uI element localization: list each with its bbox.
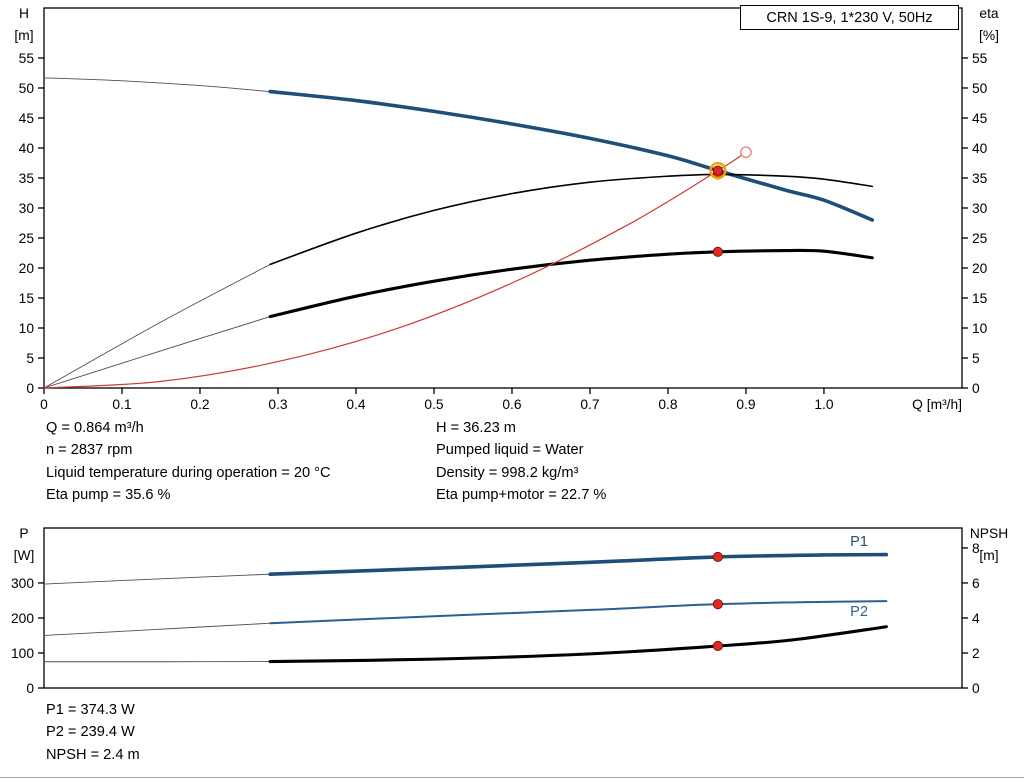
- duty-info-left: Q = 0.864 m³/h n = 2837 rpm Liquid tempe…: [46, 417, 331, 506]
- info-line-npsh: NPSH = 2.4 m: [46, 746, 140, 763]
- p2-curve: [269, 600, 888, 625]
- axis-tick-label: 25: [972, 231, 988, 246]
- axis-tick-label: 15: [972, 291, 988, 306]
- curve-label-p2: P2: [850, 604, 868, 620]
- info-line-eta-pump: Eta pump = 35.6 %: [46, 486, 171, 503]
- axis-tick-label: 0.5: [424, 397, 444, 412]
- eta-pump-motor-point: [712, 246, 723, 257]
- eta-pump-curve-extension: [43, 263, 271, 389]
- info-line-p2: P2 = 239.4 W: [46, 724, 135, 741]
- power-npsh-chart-frame: [43, 527, 963, 689]
- power-npsh-info: P1 = 374.3 W P2 = 239.4 W NPSH = 2.4 m: [46, 699, 140, 766]
- info-line-pumped-liquid: Pumped liquid = Water: [436, 442, 584, 459]
- axis-tick-label: 10: [19, 321, 35, 336]
- axis-tick-label: 200: [11, 611, 34, 626]
- axis-tick-label: 0.7: [580, 397, 599, 412]
- eta-pump-curve: [269, 173, 874, 266]
- power-npsh-chart: 0 100 200 300 0 2 4 6 8 P [W] NPSH [m] P1 P2: [11, 526, 1008, 696]
- axis-tick-label: 45: [972, 111, 988, 126]
- axis-tick-label: 1.0: [814, 397, 834, 412]
- qh-eta-chart-frame: [43, 7, 963, 389]
- y-left-axis-unit-label: [m]: [14, 28, 33, 43]
- y-right-axis-unit-label: NPSH: [970, 526, 1008, 541]
- axis-tick-label: 30: [972, 201, 988, 216]
- axis-tick-label: 8: [972, 541, 980, 556]
- axis-tick-label: 35: [972, 171, 988, 186]
- y-right-axis-unit-label: [m]: [979, 548, 998, 563]
- duty-point: [712, 165, 723, 176]
- page-bottom-divider: [0, 777, 1024, 778]
- axis-tick-label: 50: [19, 81, 35, 96]
- axis-tick-label: 0.1: [112, 397, 131, 412]
- axis-tick-label: 20: [972, 261, 988, 276]
- info-line-head: H = 36.23 m: [436, 420, 516, 436]
- axis-tick-label: 6: [972, 576, 980, 591]
- system-curve: [43, 151, 747, 389]
- info-line-q: Q = 0.864 m³/h: [46, 420, 144, 436]
- axis-tick-label: 0.9: [736, 397, 756, 412]
- axis-tick-label: 0: [26, 381, 34, 396]
- pump-model-title: CRN 1S-9, 1*230 V, 50Hz: [740, 5, 959, 30]
- npsh-curve: [268, 625, 888, 664]
- eta-pump-motor-curve: [268, 248, 874, 319]
- axis-tick-label: 0: [972, 381, 980, 396]
- y-right-axis-unit-label: eta: [979, 6, 999, 21]
- info-line-p1: P1 = 374.3 W: [46, 702, 135, 718]
- axis-tick-label: 4: [972, 611, 980, 626]
- axis-tick-label: 0: [972, 681, 980, 696]
- axis-tick-label: 10: [972, 321, 988, 336]
- axis-tick-label: 0.6: [502, 397, 522, 412]
- axis-tick-label: 0.4: [346, 397, 366, 412]
- p2-curve-extension: [43, 622, 271, 636]
- axis-tick-label: 15: [19, 291, 35, 306]
- y-right-axis-unit-label: [%]: [979, 28, 999, 43]
- p1-point: [712, 551, 723, 563]
- axis-tick-label: 20: [19, 261, 35, 276]
- axis-tick-label: 0.8: [658, 397, 678, 412]
- axis-tick-label: 25: [19, 231, 35, 246]
- axis-tick-label: 30: [19, 201, 35, 216]
- axis-tick-label: 45: [19, 111, 35, 126]
- axis-tick-label: 0: [40, 397, 48, 412]
- axis-tick-label: 2: [972, 646, 980, 661]
- duty-info-right: H = 36.23 m Pumped liquid = Water Densit…: [436, 417, 606, 506]
- qh-curve: [268, 89, 875, 222]
- axis-tick-label: 35: [19, 171, 35, 186]
- p1-curve-extension: [43, 573, 271, 585]
- axis-tick-label: 300: [11, 576, 34, 591]
- axis-tick-label: 55: [19, 51, 35, 66]
- info-line-eta-pump-motor: Eta pump+motor = 22.7 %: [436, 486, 607, 503]
- info-line-density: Density = 998.2 kg/m³: [436, 464, 579, 481]
- x-axis-unit-label: Q [m³/h]: [912, 397, 962, 412]
- axis-tick-label: 0: [26, 681, 34, 696]
- y-left-axis-unit-label: P: [19, 526, 28, 541]
- info-line-speed: n = 2837 rpm: [46, 442, 133, 459]
- info-line-liquid-temp: Liquid temperature during operation = 20…: [46, 464, 331, 481]
- requested-duty-point: [739, 146, 752, 159]
- y-left-axis-unit-label: [W]: [14, 548, 35, 563]
- axis-tick-label: 55: [972, 51, 988, 66]
- axis-tick-label: 5: [26, 351, 34, 366]
- p2-point: [712, 599, 723, 610]
- y-left-axis-unit-label: H: [19, 6, 29, 21]
- eta-pump-motor-curve-extension: [43, 316, 271, 389]
- curve-label-p1: P1: [850, 534, 868, 550]
- axis-tick-label: 40: [972, 141, 988, 156]
- qh-eta-chart: 0 5 10 15 20 25 30 35 40 45 50 55 0 5 10 15 20 25 30 35 40 45…: [14, 6, 999, 412]
- axis-tick-label: 0.3: [268, 397, 288, 412]
- qh-curve-extension: [43, 77, 271, 93]
- axis-tick-label: 5: [972, 351, 980, 366]
- npsh-point: [712, 640, 723, 652]
- p1-curve: [268, 552, 889, 577]
- axis-tick-label: 100: [11, 646, 34, 661]
- axis-tick-label: 40: [19, 141, 35, 156]
- axis-tick-label: 0.2: [190, 397, 209, 412]
- axis-tick-label: 50: [972, 81, 988, 96]
- duty-point-ring: [709, 162, 727, 180]
